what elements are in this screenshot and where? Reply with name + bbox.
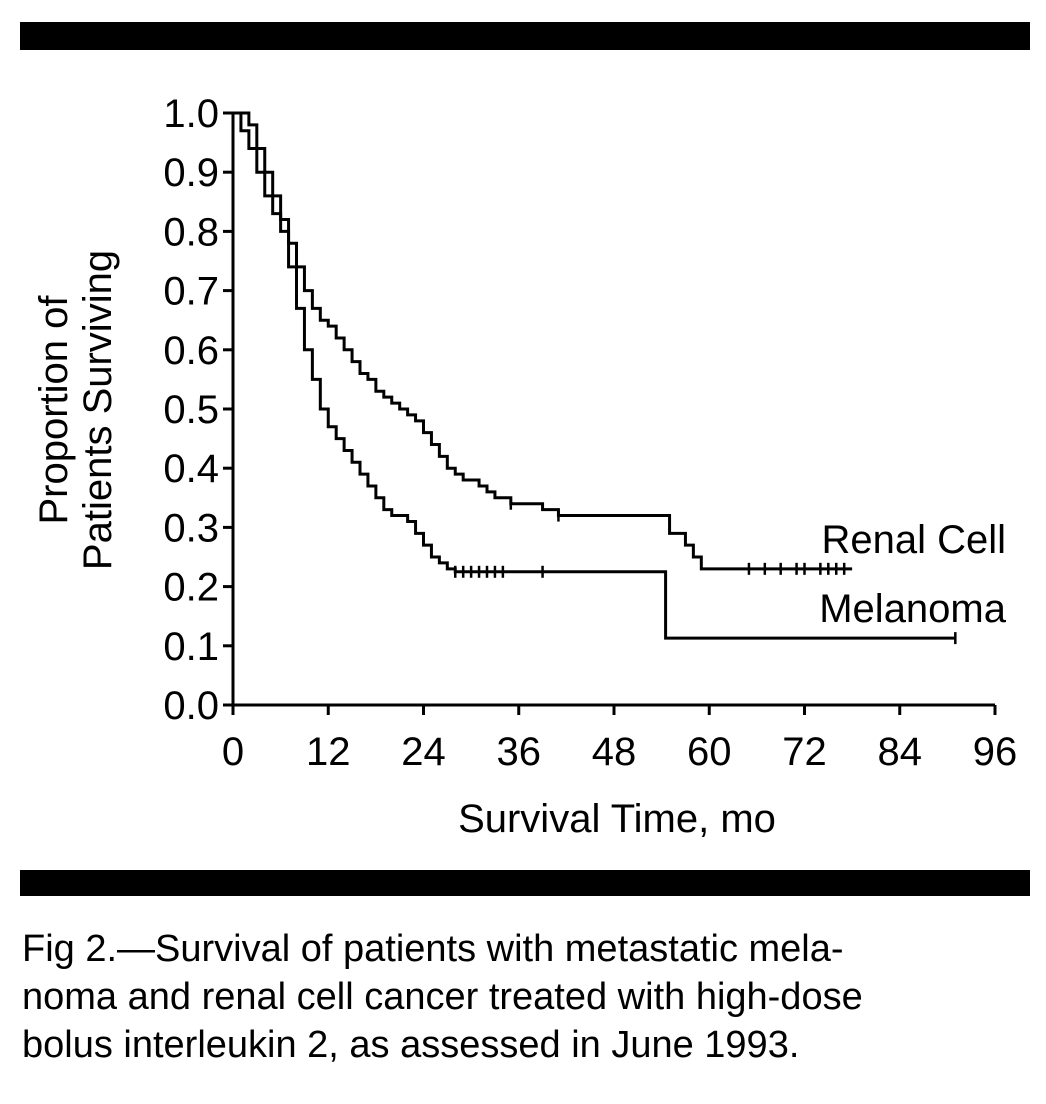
tick-group: 0.0 0.1 0.2 0.3 0.4 0.5 0.6 0.7 0.8 0.9 1.0 0 12 24 36… <box>163 92 1017 774</box>
y-tick-label: 0.0 <box>163 684 219 728</box>
x-tick-label: 96 <box>973 730 1018 774</box>
series-label-renal-cell: Renal Cell <box>821 518 1006 562</box>
caption-line-2: noma and renal cell cancer treated with … <box>22 973 1032 1021</box>
y-tick-label: 1.0 <box>163 92 219 136</box>
x-tick-label: 48 <box>592 730 637 774</box>
x-tick-label: 24 <box>401 730 446 774</box>
y-tick-label: 0.5 <box>163 388 219 432</box>
x-axis-title: Survival Time, mo <box>458 797 776 841</box>
y-axis-title-line2: Patients Surviving <box>76 250 120 570</box>
x-tick-label: 36 <box>497 730 542 774</box>
y-tick-label: 0.1 <box>163 625 219 669</box>
x-tick-label: 72 <box>782 730 827 774</box>
bottom-rule <box>20 870 1030 896</box>
figure-caption: Fig 2.—Survival of patients with metasta… <box>22 925 1032 1069</box>
x-tick-label: 12 <box>306 730 351 774</box>
series-line-renal-cell <box>233 113 852 569</box>
series-group <box>233 113 955 644</box>
y-tick-label: 0.8 <box>163 210 219 254</box>
caption-line-1: Fig 2.—Survival of patients with metasta… <box>22 925 1032 973</box>
y-tick-label: 0.3 <box>163 506 219 550</box>
y-tick-label: 0.6 <box>163 329 219 373</box>
x-tick-label: 84 <box>878 730 923 774</box>
series-label-melanoma: Melanoma <box>819 587 1007 631</box>
x-tick-label: 0 <box>222 730 244 774</box>
survival-chart: 0.0 0.1 0.2 0.3 0.4 0.5 0.6 0.7 0.8 0.9 1.0 0 12 24 36… <box>0 0 1046 870</box>
x-tick-label: 60 <box>687 730 732 774</box>
y-tick-label: 0.4 <box>163 447 219 491</box>
y-tick-label: 0.7 <box>163 270 219 314</box>
y-tick-label: 0.2 <box>163 566 219 610</box>
y-axis-title-line1: Proportion of <box>32 295 76 525</box>
caption-line-3: bolus interleukin 2, as assessed in June… <box>22 1021 1032 1069</box>
y-tick-label: 0.9 <box>163 151 219 195</box>
